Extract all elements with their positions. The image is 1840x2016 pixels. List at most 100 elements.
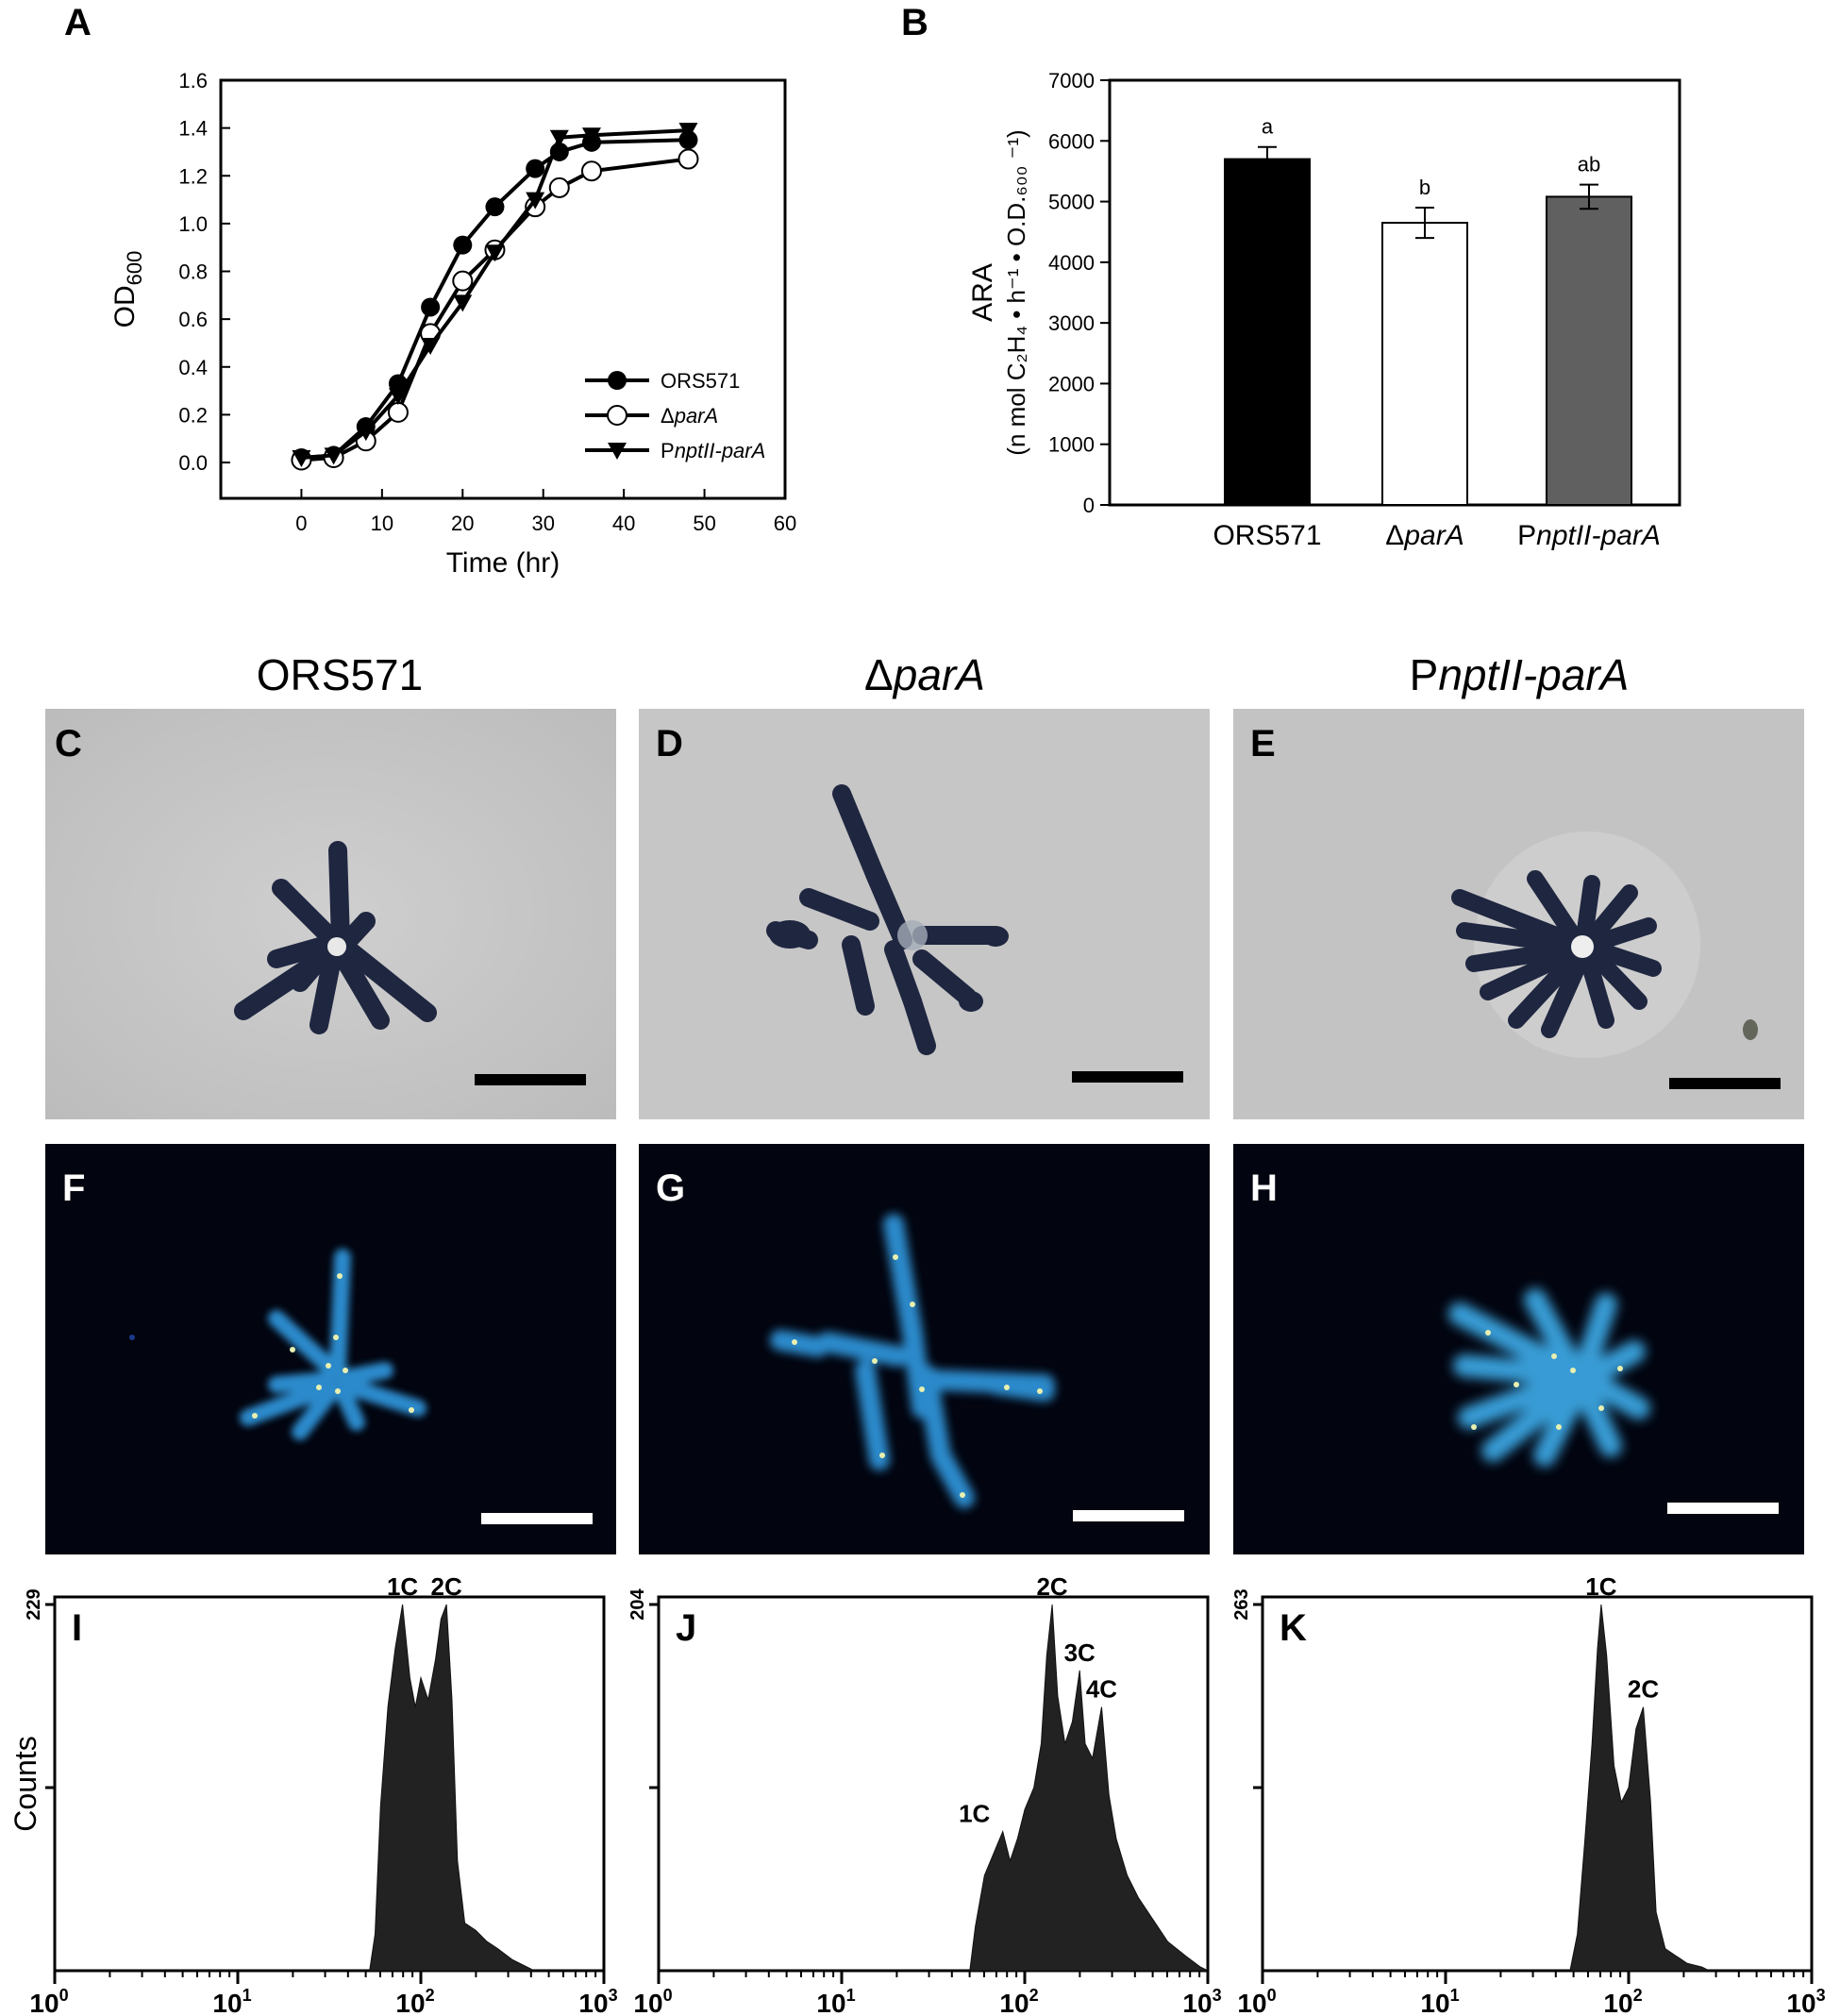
column-title-delta-para: ΔparA — [642, 649, 1208, 700]
peak-label: 2C — [431, 1576, 462, 1601]
column-title-plain: ORS571 — [256, 650, 424, 699]
data-point — [388, 388, 408, 406]
debris — [129, 1335, 135, 1340]
column-title-italic: nptII-parA — [1438, 650, 1630, 699]
x-tick-label: 102 — [395, 1986, 434, 2016]
text-part: 10 — [212, 1989, 242, 2016]
histogram-area — [369, 1604, 535, 1972]
data-point — [549, 129, 569, 147]
text-part: 0 — [59, 1986, 69, 2005]
panel-letter-f: F — [62, 1168, 85, 1209]
text-part: parA — [674, 404, 718, 428]
column-title-prefix: Δ — [864, 650, 894, 699]
y-axis-label: Counts — [8, 1736, 42, 1831]
fluorescent-cells — [770, 1214, 1055, 1508]
column-title-prefix: P — [1409, 650, 1439, 699]
y-tick-label: 0.6 — [178, 308, 208, 331]
text-part: 10 — [1237, 1989, 1266, 2016]
legend-label: ORS571 — [661, 369, 740, 393]
text-part: nptII-parA — [1536, 520, 1661, 551]
ara-bar-chart: 0 1000 2000 3000 4000 5000 6000 7000 a ORS571 b Δpa… — [967, 69, 1681, 551]
column-title-pnptii-para: PnptII-parA — [1236, 649, 1802, 700]
rosette-center — [897, 920, 928, 950]
text-part: 10 — [816, 1989, 845, 2016]
text-part: 0 — [663, 1986, 673, 2005]
text-part: 10 — [999, 1989, 1029, 2016]
micrograph-fluorescence-delta-para: G — [639, 1144, 1210, 1554]
y-tick-label: 0.8 — [178, 260, 208, 284]
y-tick-label: 1.2 — [178, 164, 208, 188]
text-part: 3 — [1816, 1986, 1826, 2005]
text-part: 10 — [29, 1989, 59, 2016]
panel-letter-j: J — [676, 1607, 696, 1649]
scale-bar — [1669, 1078, 1781, 1089]
fluorescent-foci — [252, 1273, 414, 1419]
data-point — [485, 197, 505, 217]
micrograph-brightfield-ors571: C — [45, 709, 616, 1119]
panel-letter-a: A — [64, 2, 92, 43]
y-tick-label: 6000 — [1048, 129, 1095, 153]
x-tick-label: 101 — [816, 1986, 855, 2016]
data-point — [421, 337, 441, 355]
data-point — [678, 130, 698, 150]
data-point — [580, 160, 602, 182]
x-tick-label: 50 — [693, 512, 715, 535]
significance-letter: a — [1262, 115, 1274, 139]
data-point — [526, 159, 545, 178]
legend-label: ΔparA — [661, 404, 718, 428]
rosette-center — [1571, 935, 1594, 958]
data-point — [452, 270, 474, 292]
bar-1 — [1381, 222, 1468, 506]
text-part: P — [1517, 520, 1536, 551]
text-part: 2 — [1633, 1986, 1643, 2005]
data-point — [453, 235, 473, 255]
panel-letter-g: G — [656, 1168, 685, 1209]
legend-marker — [608, 443, 627, 460]
data-point — [324, 447, 343, 465]
panel-letter-b: B — [901, 2, 928, 43]
data-point — [581, 127, 601, 145]
text-part: OD — [109, 285, 141, 328]
data-point — [526, 192, 545, 210]
significance-letter: ab — [1578, 153, 1600, 176]
data-point — [421, 297, 441, 317]
scale-bar — [475, 1074, 586, 1085]
panel-letter-h: H — [1250, 1168, 1278, 1209]
debris — [1743, 1019, 1758, 1040]
scale-bar — [481, 1513, 593, 1524]
category-label: PnptII-parA — [1517, 520, 1661, 551]
y-max-label: 229 — [24, 1588, 44, 1620]
y-tick-label: 0.0 — [178, 451, 208, 475]
x-tick-label: 101 — [1420, 1986, 1459, 2016]
y-max-label: 204 — [627, 1588, 648, 1620]
x-tick-label: 10 — [371, 512, 393, 535]
y-tick-label: 1.0 — [178, 212, 208, 236]
data-point — [548, 176, 570, 198]
data-point — [453, 294, 473, 312]
x-tick-label: 20 — [451, 512, 474, 535]
column-title-ors571: ORS571 — [57, 649, 623, 700]
peak-label: 2C — [1036, 1576, 1067, 1601]
text-part: 600 — [123, 251, 146, 286]
x-tick-label: 40 — [612, 512, 635, 535]
text-part: ORS571 — [1213, 520, 1321, 551]
y-axis-label-units: (n mol C₂H₄ • h⁻¹ • O.D.₆₀₀ ⁻¹) — [1002, 129, 1030, 455]
plot-frame — [219, 78, 787, 500]
data-point — [292, 449, 311, 467]
text-part: 1 — [1450, 1986, 1460, 2005]
fluorescent-foci — [792, 1254, 1043, 1498]
x-tick-label: 102 — [999, 1986, 1038, 2016]
text-part: ORS571 — [661, 369, 740, 393]
x-tick-label: 102 — [1603, 1986, 1642, 2016]
text-part: Δ — [661, 404, 675, 428]
fluorescent-cells — [240, 1249, 427, 1440]
text-part: 1 — [846, 1986, 856, 2005]
text-part: nptII-parA — [675, 439, 766, 462]
plot-frame — [1261, 1595, 1814, 1973]
text-part: 10 — [1420, 1989, 1449, 2016]
histogram-area — [1569, 1604, 1710, 1972]
y-tick-label: 3000 — [1048, 311, 1095, 335]
y-tick-label: 4000 — [1048, 251, 1095, 275]
text-part: 3 — [609, 1986, 618, 2005]
